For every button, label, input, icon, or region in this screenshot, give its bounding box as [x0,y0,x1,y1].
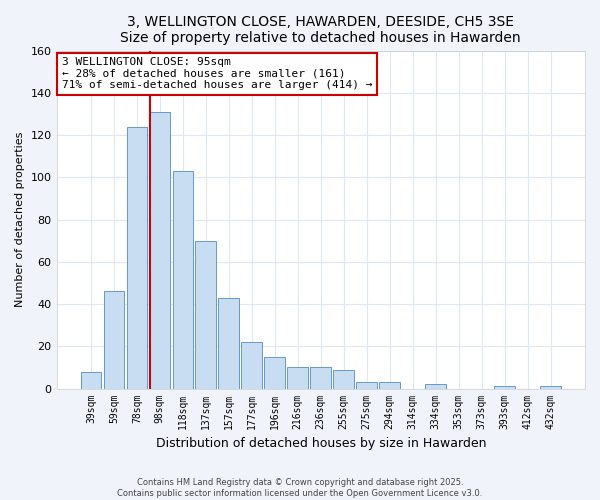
Bar [173,171,193,388]
Bar [379,382,400,388]
Y-axis label: Number of detached properties: Number of detached properties [15,132,25,307]
Bar [80,372,101,388]
Bar [310,368,331,388]
Bar [425,384,446,388]
Bar [149,112,170,388]
Bar [241,342,262,388]
Bar [494,386,515,388]
Text: 3 WELLINGTON CLOSE: 95sqm
← 28% of detached houses are smaller (161)
71% of semi: 3 WELLINGTON CLOSE: 95sqm ← 28% of detac… [62,58,373,90]
X-axis label: Distribution of detached houses by size in Hawarden: Distribution of detached houses by size … [155,437,486,450]
Bar [104,292,124,388]
Bar [334,370,354,388]
Bar [287,368,308,388]
Title: 3, WELLINGTON CLOSE, HAWARDEN, DEESIDE, CH5 3SE
Size of property relative to det: 3, WELLINGTON CLOSE, HAWARDEN, DEESIDE, … [121,15,521,45]
Bar [218,298,239,388]
Bar [265,357,285,388]
Bar [356,382,377,388]
Bar [196,240,216,388]
Bar [540,386,561,388]
Text: Contains HM Land Registry data © Crown copyright and database right 2025.
Contai: Contains HM Land Registry data © Crown c… [118,478,482,498]
Bar [127,126,147,388]
